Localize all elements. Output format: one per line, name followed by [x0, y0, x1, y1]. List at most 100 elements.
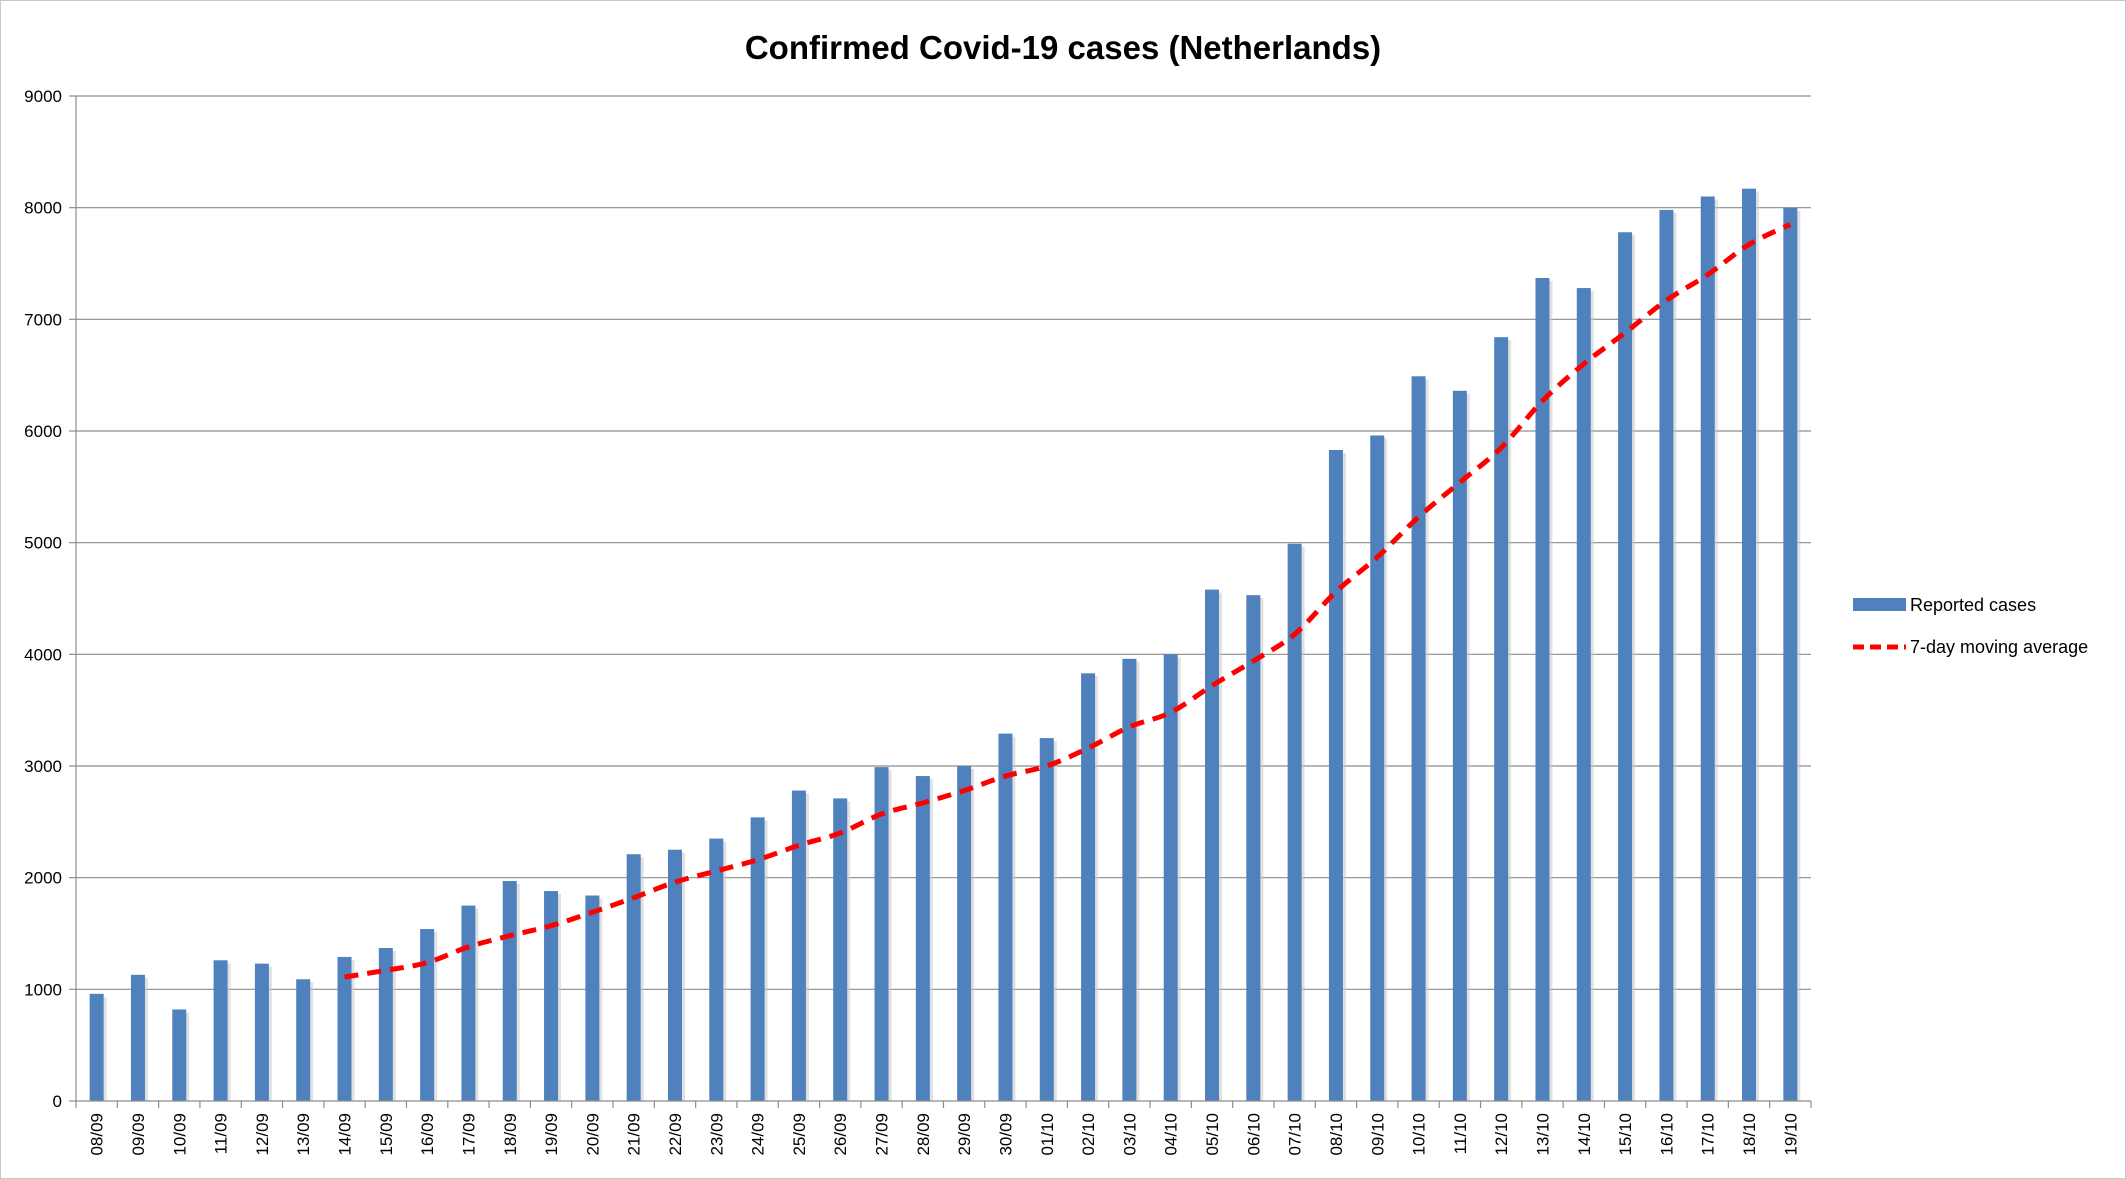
x-tick-label: 12/09 — [253, 1113, 272, 1156]
x-tick-label: 28/09 — [914, 1113, 933, 1156]
bar-reported-cases — [254, 963, 269, 1101]
bar-reported-cases — [337, 956, 352, 1101]
bar-reported-cases — [1163, 654, 1178, 1101]
legend-swatch-reported-cases — [1853, 598, 1906, 611]
bar-reported-cases — [1370, 435, 1385, 1101]
bar-reported-cases — [213, 960, 228, 1101]
x-tick-label: 17/10 — [1699, 1113, 1718, 1156]
legend-label-moving-average: 7-day moving average — [1910, 637, 2088, 657]
bar-reported-cases — [1411, 376, 1426, 1101]
x-tick-label: 24/09 — [749, 1113, 768, 1156]
legend: Reported cases 7-day moving average — [1853, 595, 2088, 657]
bar-series-reported-cases — [89, 188, 1801, 1102]
x-tick-label: 08/10 — [1327, 1113, 1346, 1156]
x-tick-label: 21/09 — [625, 1113, 644, 1156]
x-tick-label: 13/09 — [294, 1113, 313, 1156]
bar-reported-cases — [502, 881, 517, 1101]
x-tick-label: 14/10 — [1575, 1113, 1594, 1156]
y-tick-label: 8000 — [24, 199, 62, 218]
y-tick-label: 1000 — [24, 980, 62, 999]
bar-reported-cases — [1328, 449, 1343, 1101]
x-tick-label: 11/09 — [212, 1113, 231, 1154]
x-tick-label: 17/09 — [459, 1113, 478, 1156]
x-tick-label: 02/10 — [1079, 1113, 1098, 1156]
bar-reported-cases — [1783, 207, 1798, 1101]
x-tick-label: 14/09 — [336, 1113, 355, 1156]
bar-reported-cases — [1700, 196, 1715, 1101]
x-tick-label: 20/09 — [583, 1113, 602, 1156]
bar-reported-cases — [89, 993, 104, 1101]
x-tick-label: 11/10 — [1451, 1113, 1470, 1154]
x-tick-label: 19/10 — [1781, 1113, 1800, 1156]
bar-reported-cases — [998, 733, 1013, 1101]
bar-reported-cases — [1452, 390, 1467, 1101]
moving-average-line — [344, 222, 1792, 980]
bar-reported-cases — [296, 979, 311, 1101]
bar-reported-cases — [709, 838, 724, 1101]
line-series-moving-average — [344, 222, 1792, 980]
x-tick-label: 15/10 — [1616, 1113, 1635, 1156]
bar-reported-cases — [626, 854, 641, 1101]
bar-reported-cases — [130, 974, 145, 1101]
bar-reported-cases — [1205, 589, 1220, 1101]
x-tick-label: 30/09 — [996, 1113, 1015, 1156]
bar-reported-cases — [1246, 595, 1261, 1101]
x-tick-label: 09/09 — [129, 1113, 148, 1156]
bar-reported-cases — [461, 905, 476, 1101]
axes: 0 1000 2000 3000 4000 5000 6000 7000 8000 9000 08/… — [24, 87, 1812, 1156]
bar-reported-cases — [1287, 543, 1302, 1101]
x-tick-label: 19/09 — [542, 1113, 561, 1156]
bar-reported-cases — [1535, 278, 1550, 1101]
bar-reported-cases — [750, 817, 765, 1101]
x-tick-label: 13/10 — [1533, 1113, 1552, 1156]
x-tick-label: 03/10 — [1120, 1113, 1139, 1156]
y-tick-label: 6000 — [24, 422, 62, 441]
x-tick-label: 05/10 — [1203, 1113, 1222, 1156]
legend-label-reported-cases: Reported cases — [1910, 595, 2036, 615]
y-tick-label: 0 — [53, 1092, 62, 1111]
x-tick-label: 07/10 — [1286, 1113, 1305, 1156]
bar-reported-cases — [1618, 232, 1633, 1101]
x-tick-label: 23/09 — [707, 1113, 726, 1156]
bar-reported-cases — [833, 798, 848, 1101]
y-tick-label: 5000 — [24, 534, 62, 553]
x-tick-label: 06/10 — [1244, 1113, 1263, 1156]
bar-reported-cases — [1494, 337, 1509, 1101]
gridlines — [76, 95, 1811, 990]
x-tick-label: 27/09 — [873, 1113, 892, 1156]
x-tick-label: 10/10 — [1410, 1113, 1429, 1156]
bar-reported-cases — [1039, 738, 1054, 1101]
bar-reported-cases — [874, 767, 889, 1101]
x-tick-label: 15/09 — [377, 1113, 396, 1156]
bar-reported-cases — [585, 895, 600, 1101]
bar-reported-cases — [378, 948, 393, 1101]
x-tick-label: 12/10 — [1492, 1113, 1511, 1156]
x-tick-label: 25/09 — [790, 1113, 809, 1156]
x-tick-label: 22/09 — [666, 1113, 685, 1156]
y-tick-label: 3000 — [24, 757, 62, 776]
x-tick-label: 18/10 — [1740, 1113, 1759, 1156]
bar-reported-cases — [1081, 673, 1096, 1101]
bar-reported-cases — [1576, 288, 1591, 1102]
y-tick-label: 7000 — [24, 310, 62, 329]
bar-reported-cases — [172, 1009, 187, 1101]
bar-reported-cases — [544, 891, 559, 1101]
bar-reported-cases — [420, 929, 435, 1101]
bar-reported-cases — [1659, 209, 1674, 1101]
x-tick-label: 10/09 — [170, 1113, 189, 1156]
x-tick-label: 01/10 — [1038, 1113, 1057, 1156]
bar-reported-cases — [957, 766, 972, 1101]
bar-reported-cases — [915, 776, 930, 1101]
x-tick-label: 16/10 — [1657, 1113, 1676, 1156]
x-tick-label: 16/09 — [418, 1113, 437, 1156]
x-tick-label: 29/09 — [955, 1113, 974, 1156]
bar-reported-cases — [791, 790, 806, 1101]
chart-title: Confirmed Covid-19 cases (Netherlands) — [745, 29, 1381, 66]
bar-reported-cases — [1742, 188, 1757, 1101]
bar-reported-cases — [1122, 658, 1137, 1101]
x-tick-label: 26/09 — [831, 1113, 850, 1156]
bar-reported-cases — [667, 849, 682, 1101]
x-tick-label: 18/09 — [501, 1113, 520, 1156]
